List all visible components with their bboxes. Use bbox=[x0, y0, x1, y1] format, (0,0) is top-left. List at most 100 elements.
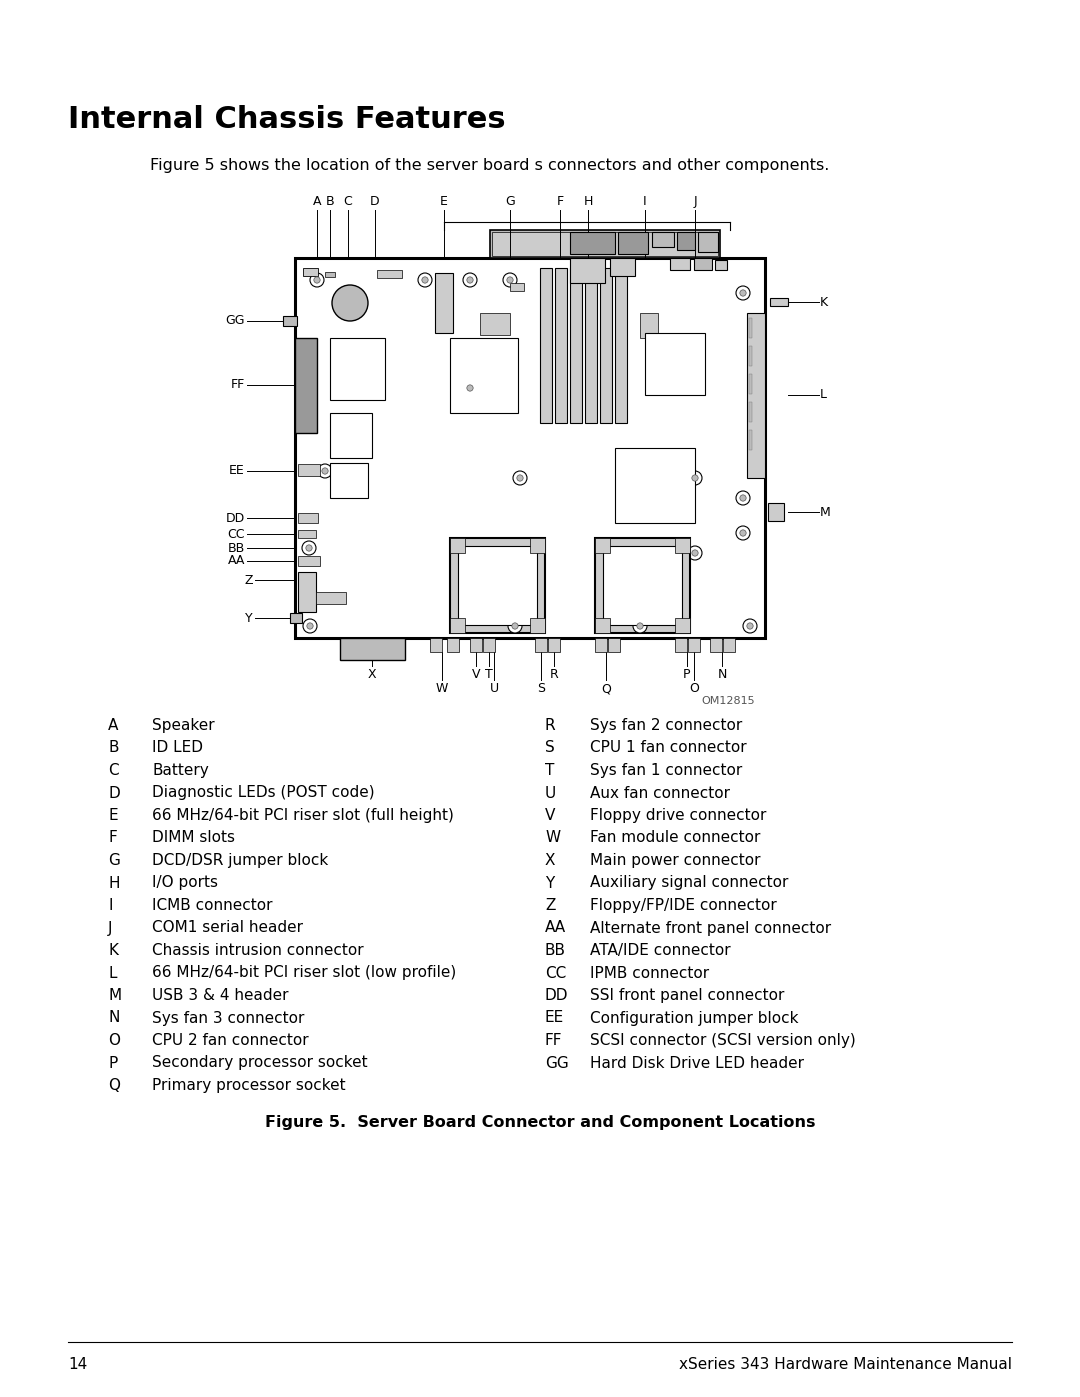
Text: DD: DD bbox=[226, 511, 245, 524]
Circle shape bbox=[306, 545, 312, 552]
Text: C: C bbox=[343, 196, 352, 208]
Circle shape bbox=[318, 464, 332, 478]
Bar bbox=[670, 258, 690, 270]
Circle shape bbox=[735, 490, 750, 504]
Text: xSeries 343 Hardware Maintenance Manual: xSeries 343 Hardware Maintenance Manual bbox=[679, 1356, 1012, 1372]
Text: U: U bbox=[545, 785, 556, 800]
Text: O: O bbox=[108, 1032, 120, 1048]
Bar bbox=[492, 232, 718, 256]
Bar bbox=[570, 268, 582, 423]
Text: EE: EE bbox=[545, 1010, 564, 1025]
Text: AA: AA bbox=[228, 555, 245, 567]
Text: G: G bbox=[505, 196, 515, 208]
Circle shape bbox=[322, 468, 328, 474]
Circle shape bbox=[692, 475, 698, 481]
Bar bbox=[303, 268, 318, 277]
Bar bbox=[675, 638, 687, 652]
Text: SCSI connector (SCSI version only): SCSI connector (SCSI version only) bbox=[590, 1032, 855, 1048]
Bar bbox=[675, 617, 690, 633]
Text: B: B bbox=[326, 196, 335, 208]
Text: BB: BB bbox=[545, 943, 566, 958]
Text: CPU 1 fan connector: CPU 1 fan connector bbox=[590, 740, 746, 756]
Text: L: L bbox=[108, 965, 117, 981]
Bar bbox=[770, 298, 788, 306]
Text: C: C bbox=[108, 763, 119, 778]
Text: Z: Z bbox=[545, 898, 555, 914]
Text: M: M bbox=[820, 506, 831, 518]
Circle shape bbox=[307, 623, 313, 629]
Circle shape bbox=[637, 623, 644, 629]
Circle shape bbox=[740, 529, 746, 536]
Text: DD: DD bbox=[545, 988, 568, 1003]
Text: FF: FF bbox=[231, 379, 245, 391]
Bar bbox=[450, 338, 518, 414]
Text: Floppy drive connector: Floppy drive connector bbox=[590, 807, 767, 823]
Text: M: M bbox=[108, 988, 121, 1003]
Bar bbox=[316, 592, 346, 604]
Bar bbox=[330, 338, 384, 400]
Text: L: L bbox=[820, 388, 827, 401]
Bar bbox=[675, 538, 690, 553]
Text: CPU 2 fan connector: CPU 2 fan connector bbox=[152, 1032, 309, 1048]
Text: GG: GG bbox=[226, 314, 245, 327]
Bar bbox=[570, 232, 615, 254]
Bar bbox=[530, 617, 545, 633]
Text: K: K bbox=[108, 943, 118, 958]
Circle shape bbox=[688, 471, 702, 485]
Bar bbox=[283, 316, 297, 326]
Bar bbox=[698, 232, 718, 251]
Circle shape bbox=[692, 550, 698, 556]
Text: F: F bbox=[108, 830, 117, 845]
Circle shape bbox=[314, 277, 320, 284]
Bar bbox=[535, 638, 546, 652]
Bar bbox=[694, 258, 712, 270]
Bar bbox=[747, 313, 765, 478]
Text: N: N bbox=[717, 668, 727, 680]
Bar bbox=[377, 270, 402, 278]
Text: ICMB connector: ICMB connector bbox=[152, 898, 272, 914]
Text: Y: Y bbox=[545, 876, 554, 890]
Bar bbox=[610, 258, 635, 277]
Text: F: F bbox=[556, 196, 564, 208]
Bar bbox=[430, 638, 442, 652]
Text: CC: CC bbox=[228, 528, 245, 541]
Text: CC: CC bbox=[545, 965, 566, 981]
Bar bbox=[750, 319, 752, 338]
Bar bbox=[595, 638, 607, 652]
Text: Fan module connector: Fan module connector bbox=[590, 830, 760, 845]
Text: Sys fan 1 connector: Sys fan 1 connector bbox=[590, 763, 742, 778]
Text: J: J bbox=[693, 196, 697, 208]
Bar bbox=[483, 638, 495, 652]
Circle shape bbox=[507, 277, 513, 284]
Text: DIMM slots: DIMM slots bbox=[152, 830, 235, 845]
Text: B: B bbox=[108, 740, 119, 756]
Bar bbox=[470, 638, 482, 652]
Bar bbox=[710, 638, 723, 652]
Circle shape bbox=[467, 550, 473, 556]
Circle shape bbox=[513, 471, 527, 485]
Text: E: E bbox=[108, 807, 118, 823]
Text: Battery: Battery bbox=[152, 763, 208, 778]
Bar bbox=[555, 268, 567, 423]
Text: N: N bbox=[108, 1010, 120, 1025]
Text: EE: EE bbox=[229, 464, 245, 478]
Text: Main power connector: Main power connector bbox=[590, 854, 760, 868]
Circle shape bbox=[303, 619, 318, 633]
Text: G: G bbox=[108, 854, 120, 868]
Bar bbox=[600, 268, 612, 423]
Circle shape bbox=[740, 289, 746, 296]
Circle shape bbox=[332, 285, 368, 321]
Text: D: D bbox=[108, 785, 120, 800]
Circle shape bbox=[467, 277, 473, 284]
Circle shape bbox=[735, 286, 750, 300]
Text: P: P bbox=[684, 668, 691, 680]
Bar bbox=[750, 346, 752, 366]
Text: K: K bbox=[820, 296, 828, 309]
Text: H: H bbox=[108, 876, 120, 890]
Bar bbox=[750, 430, 752, 450]
Circle shape bbox=[508, 619, 522, 633]
Bar bbox=[585, 268, 597, 423]
Bar bbox=[330, 462, 368, 497]
Text: Configuration jumper block: Configuration jumper block bbox=[590, 1010, 798, 1025]
Text: AA: AA bbox=[545, 921, 566, 936]
